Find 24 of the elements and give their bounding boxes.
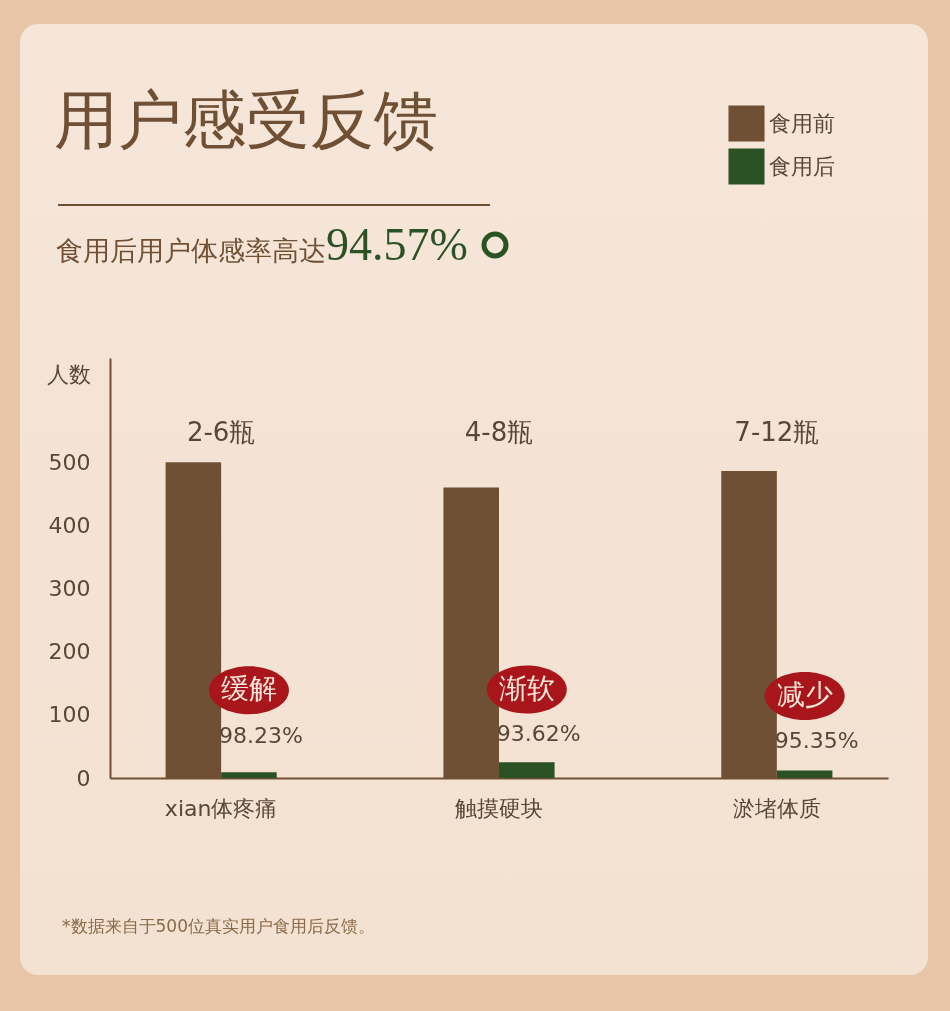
y-tick-label: 100 [48, 702, 91, 728]
annotation: 缓解 [220, 672, 277, 706]
y-axis-title: 人数 [46, 361, 91, 387]
legend-label: 食用前 [769, 110, 835, 136]
annotation: 减少 [776, 677, 833, 711]
x-tick-label: 淤堵体质 [732, 795, 821, 821]
bar [776, 770, 833, 778]
legend-label: 食用后 [769, 153, 835, 179]
text: *数据来自于500位真实用户食用后反馈。 [62, 915, 375, 938]
chart-subtitle: 食用后用户体感率高达94.57% [56, 218, 468, 271]
x-tick-label: xian体疼痛 [164, 795, 278, 821]
y-tick-label: 500 [48, 449, 91, 475]
annotation: 2-6瓶 [186, 417, 256, 448]
annotation: 渐软 [498, 671, 555, 705]
chart-title: 用户感受反馈 [54, 82, 438, 159]
y-tick-label: 200 [48, 639, 91, 665]
annotation: 4-8瓶 [464, 417, 534, 448]
bar [221, 772, 277, 778]
y-tick-label: 400 [48, 512, 91, 538]
annotation: 7-12瓶 [734, 417, 820, 448]
x-tick-label: 触摸硬块 [455, 795, 543, 821]
y-tick-label: 300 [48, 576, 91, 602]
y-tick-label: 0 [76, 765, 91, 791]
bar [499, 762, 555, 778]
